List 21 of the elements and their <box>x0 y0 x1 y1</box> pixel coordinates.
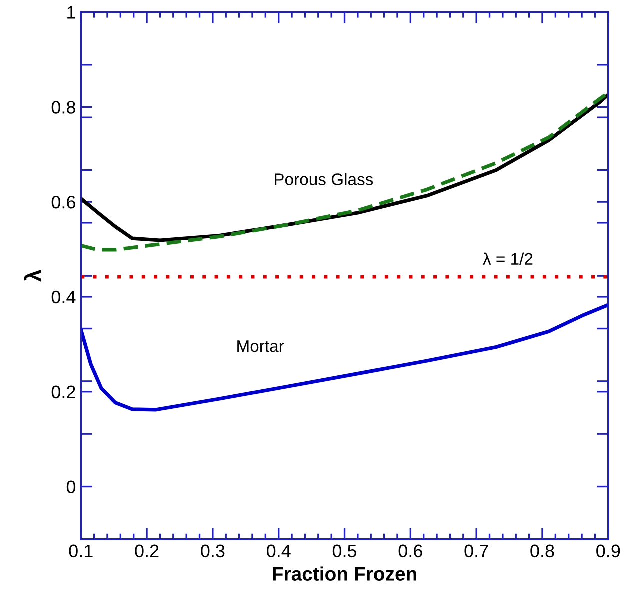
x-tick-label: 0.5 <box>332 544 357 558</box>
x-tick-label: 0.6 <box>398 544 422 558</box>
x-tick-label: 0.8 <box>530 544 554 558</box>
y-tick-label: 1 <box>68 6 76 19</box>
y-tick-label: 0.6 <box>52 196 76 209</box>
y-tick-label: 0.2 <box>52 386 76 399</box>
y-axis-title: λ <box>24 270 41 282</box>
x-tick-label: 0.4 <box>267 544 291 558</box>
x-axis-title: Fraction Frozen <box>273 566 416 581</box>
line-series <box>81 303 608 412</box>
x-tick-label: 0.7 <box>464 544 488 558</box>
y-tick-label: 0 <box>66 480 76 494</box>
y-tick-label: 0.8 <box>52 101 76 114</box>
y-tick-label: 0.4 <box>52 290 76 304</box>
text: Mortar <box>238 340 284 352</box>
annotation: λ = 1/2 <box>483 252 533 266</box>
annotation: Porous Glass <box>275 173 374 186</box>
x-tick-label: 0.3 <box>201 544 225 558</box>
x-tick-label: 0.1 <box>69 544 93 558</box>
x-tick-label: 0.2 <box>135 544 159 558</box>
x-tick-label: 0.9 <box>596 544 620 558</box>
